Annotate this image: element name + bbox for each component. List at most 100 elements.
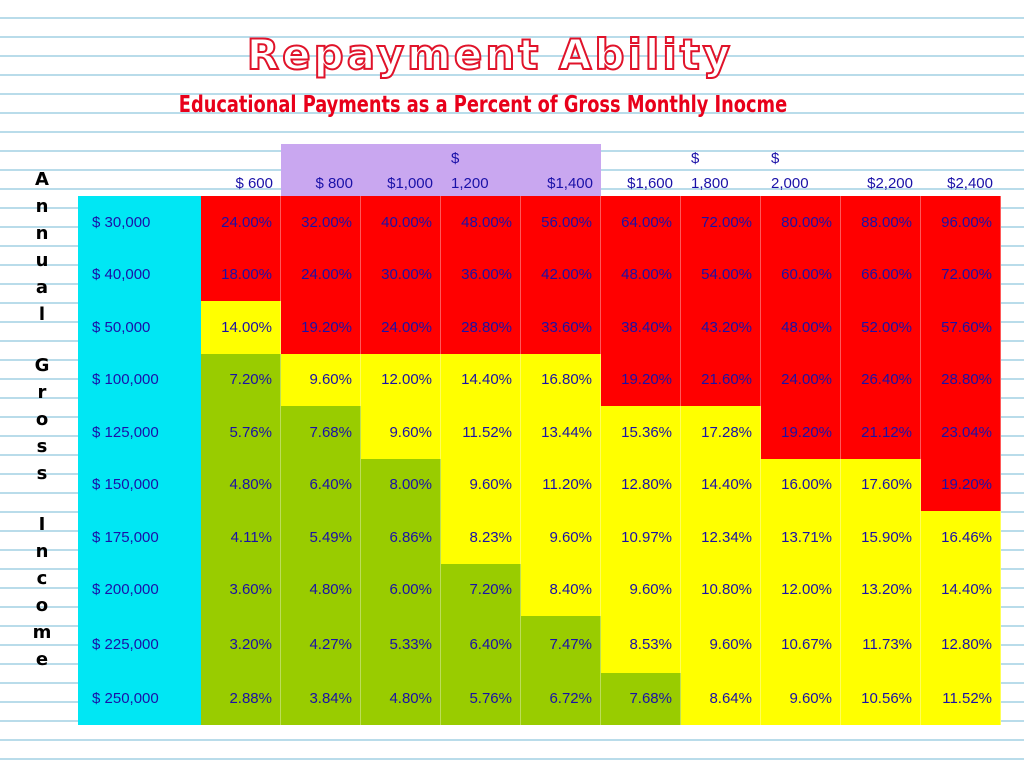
percentage-cell: 17.60% — [841, 458, 921, 511]
column-header: $ 600 — [235, 175, 273, 192]
percentage-cell: 12.80% — [921, 615, 1001, 673]
column-header: $1,600 — [627, 175, 673, 192]
percentage-cell: 72.00% — [921, 248, 1001, 301]
percentage-cell: 60.00% — [761, 248, 841, 301]
percentage-cell: 7.20% — [441, 563, 521, 616]
percentage-cell: 40.00% — [361, 196, 441, 249]
percentage-cell: 24.00% — [761, 353, 841, 406]
percentage-cell: 5.76% — [441, 672, 521, 725]
percentage-cell: 11.52% — [921, 672, 1001, 725]
percentage-cell: 4.80% — [201, 458, 281, 511]
percentage-cell: 21.12% — [841, 406, 921, 459]
percentage-cell: 8.40% — [521, 563, 601, 616]
percentage-cell: 28.80% — [441, 301, 521, 354]
percentage-cell: 12.80% — [601, 458, 681, 511]
percentage-cell: 17.28% — [681, 406, 761, 459]
column-header-amount: 2,000 — [771, 175, 809, 192]
percentage-cell: 9.60% — [281, 353, 361, 406]
percentage-cell: 8.23% — [441, 511, 521, 564]
column-header: $1,800 — [681, 144, 761, 196]
percentage-cell: 11.52% — [441, 406, 521, 459]
percentage-cell: 9.60% — [601, 563, 681, 616]
percentage-cell: 36.00% — [441, 248, 521, 301]
percentage-cell: 11.73% — [841, 615, 921, 673]
percentage-cell: 21.60% — [681, 353, 761, 406]
percentage-cell: 54.00% — [681, 248, 761, 301]
percentage-cell: 14.40% — [681, 458, 761, 511]
percentage-cell: 19.20% — [601, 353, 681, 406]
percentage-cell: 9.60% — [361, 406, 441, 459]
column-header-amount: 1,200 — [451, 175, 489, 192]
percentage-cell: 9.60% — [761, 672, 841, 725]
row-income-label: $ 225,000 — [78, 615, 201, 673]
percentage-cell: 6.86% — [361, 511, 441, 564]
percentage-cell: 72.00% — [681, 196, 761, 249]
row-income-label: $ 150,000 — [78, 458, 201, 511]
percentage-cell: 5.49% — [281, 511, 361, 564]
percentage-cell: 8.53% — [601, 615, 681, 673]
percentage-cell: 64.00% — [601, 196, 681, 249]
percentage-cell: 4.80% — [361, 672, 441, 725]
percentage-cell: 4.11% — [201, 511, 281, 564]
percentage-cell: 32.00% — [281, 196, 361, 249]
page-subtitle: Educational Payments as a Percent of Gro… — [178, 92, 788, 118]
page-title: Repayment Ability — [246, 29, 734, 80]
percentage-cell: 10.80% — [681, 563, 761, 616]
percentage-cell: 15.90% — [841, 511, 921, 564]
percentage-cell: 6.40% — [441, 615, 521, 673]
percentage-cell: 9.60% — [681, 615, 761, 673]
percentage-cell: 57.60% — [921, 301, 1001, 354]
percentage-cell: 14.00% — [201, 301, 281, 354]
percentage-cell: 8.64% — [681, 672, 761, 725]
percentage-cell: 7.68% — [601, 672, 681, 725]
percentage-cell: 9.60% — [521, 511, 601, 564]
percentage-cell: 43.20% — [681, 301, 761, 354]
row-income-label: $ 50,000 — [78, 301, 201, 354]
row-income-label: $ 40,000 — [78, 248, 201, 301]
percentage-cell: 16.46% — [921, 511, 1001, 564]
percentage-cell: 38.40% — [601, 301, 681, 354]
percentage-cell: 13.44% — [521, 406, 601, 459]
percentage-cell: 88.00% — [841, 196, 921, 249]
row-income-label: $ 200,000 — [78, 563, 201, 616]
row-income-label: $ 30,000 — [78, 196, 201, 249]
percentage-cell: 19.20% — [921, 458, 1001, 511]
percentage-cell: 42.00% — [521, 248, 601, 301]
percentage-cell: 4.27% — [281, 615, 361, 673]
row-income-label: $ 100,000 — [78, 353, 201, 406]
repayment-table: $ 600 $ 800 $1,000 $1,200 $1,400 $1,600 $1,800… — [78, 144, 1001, 725]
percentage-cell: 24.00% — [281, 248, 361, 301]
percentage-cell: 16.00% — [761, 458, 841, 511]
percentage-cell: 96.00% — [921, 196, 1001, 249]
percentage-cell: 28.80% — [921, 353, 1001, 406]
percentage-cell: 66.00% — [841, 248, 921, 301]
percentage-cell: 24.00% — [201, 196, 281, 249]
percentage-cell: 3.20% — [201, 615, 281, 673]
table-corner — [78, 144, 201, 196]
percentage-cell: 48.00% — [441, 196, 521, 249]
column-header-symbol: $ — [451, 150, 460, 167]
row-income-label: $ 125,000 — [78, 406, 201, 459]
percentage-cell: 6.72% — [521, 672, 601, 725]
percentage-cell: 30.00% — [361, 248, 441, 301]
percentage-cell: 6.40% — [281, 458, 361, 511]
percentage-cell: 23.04% — [921, 406, 1001, 459]
percentage-cell: 4.80% — [281, 563, 361, 616]
percentage-cell: 19.20% — [761, 406, 841, 459]
percentage-cell: 12.34% — [681, 511, 761, 564]
percentage-cell: 12.00% — [361, 353, 441, 406]
column-header-amount: 1,800 — [691, 175, 729, 192]
percentage-cell: 48.00% — [761, 301, 841, 354]
percentage-cell: 52.00% — [841, 301, 921, 354]
percentage-cell: 15.36% — [601, 406, 681, 459]
column-header: $1,200 — [441, 144, 521, 196]
percentage-cell: 7.47% — [521, 615, 601, 673]
percentage-cell: 7.20% — [201, 353, 281, 406]
percentage-cell: 24.00% — [361, 301, 441, 354]
percentage-cell: 12.00% — [761, 563, 841, 616]
percentage-cell: 13.71% — [761, 511, 841, 564]
percentage-cell: 18.00% — [201, 248, 281, 301]
